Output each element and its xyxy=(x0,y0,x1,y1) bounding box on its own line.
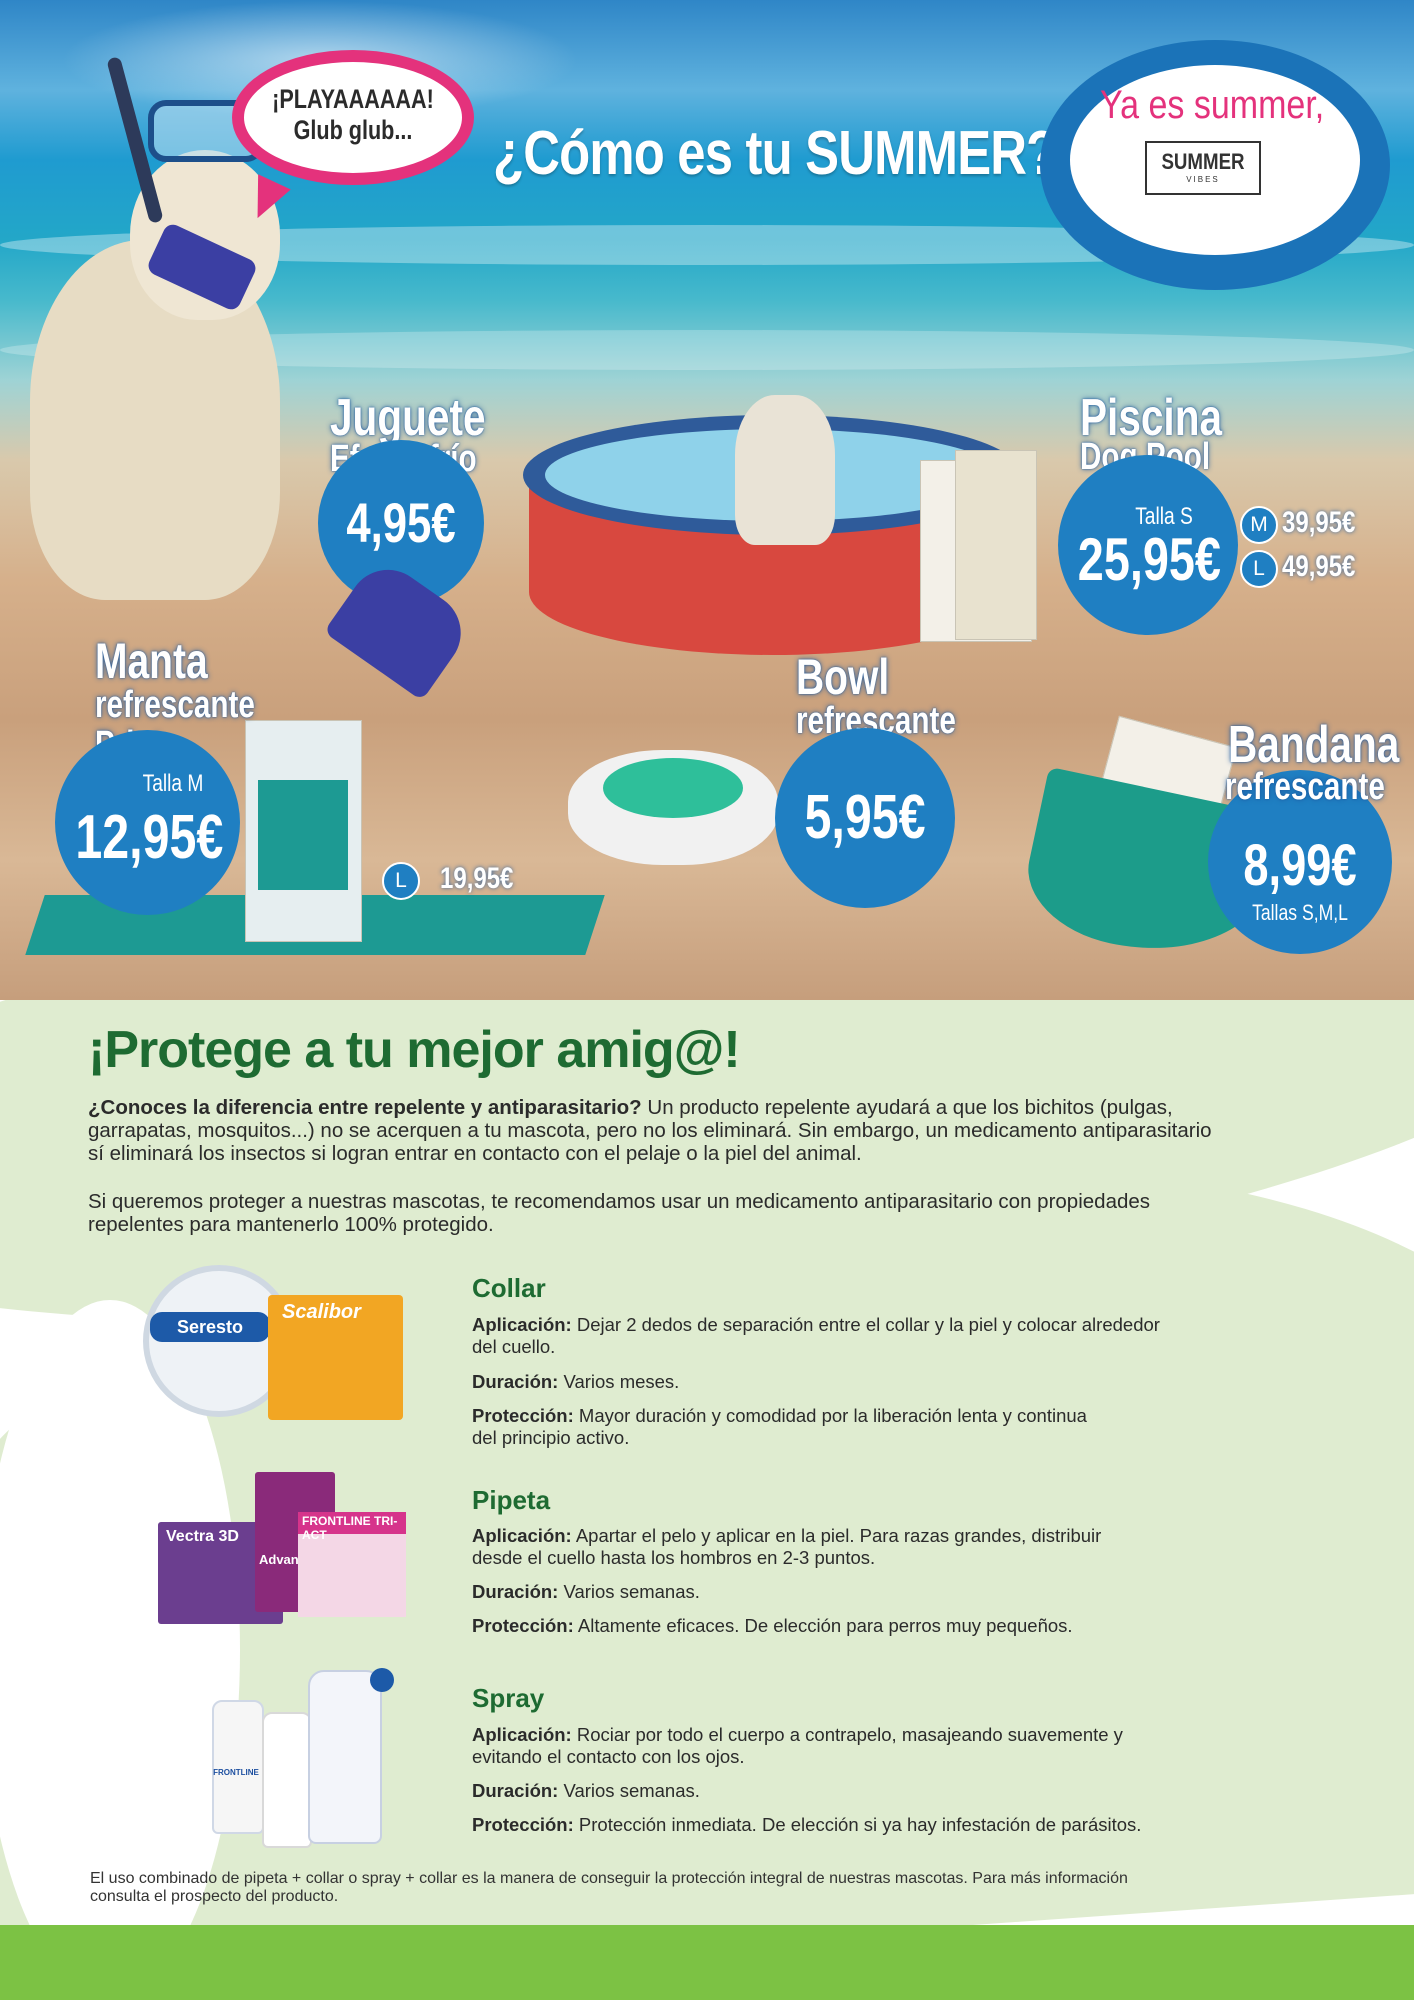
bottom-green-bar xyxy=(0,1925,1414,2000)
collar-protection: Protección: Mayor duración y comodidad p… xyxy=(472,1405,1087,1448)
cooling-mat-print xyxy=(258,780,348,890)
summer-vibes-logo: SUMMER VIBES xyxy=(1145,141,1261,195)
bandana-subtitle: refrescante xyxy=(1225,766,1385,808)
piscina-name: Piscina xyxy=(1080,389,1223,447)
bandana-price: 8,99€ xyxy=(1243,833,1357,898)
frontline-triact-box-image: FRONTLINE TRI-ACT xyxy=(298,1512,406,1617)
speech-bubble: ¡PLAYAAAAAA! Glub glub... xyxy=(232,50,474,185)
juguete-name: Juguete xyxy=(330,389,486,447)
pipeta-application: Aplicación: Apartar el pelo y aplicar en… xyxy=(472,1525,1102,1568)
piscina-price-l: 49,95€ xyxy=(1282,550,1356,583)
spray-trigger-nozzle xyxy=(370,1668,394,1692)
frontline-spray-bottle-image: FRONTLINE xyxy=(212,1700,264,1834)
intro-question: ¿Conoces la diferencia entre repelente y… xyxy=(88,1096,642,1119)
scalibor-box-image: Scalibor xyxy=(268,1295,403,1420)
pool-box-side xyxy=(955,450,1037,640)
jack-russell-image xyxy=(735,395,835,545)
piscina-size-label: Talla S xyxy=(1135,503,1193,530)
piscina-price: 25,95€ xyxy=(1077,526,1221,593)
footnote: El uso combinado de pipeta + collar o sp… xyxy=(90,1870,1128,1905)
seresto-label: Seresto xyxy=(150,1312,270,1342)
manta-size-label: Talla M xyxy=(142,770,204,797)
bandana-name: Bandana xyxy=(1228,716,1400,774)
manta-price-badge: Talla M 12,95€ xyxy=(55,730,240,915)
manta-subtitle: refrescante xyxy=(95,684,255,726)
bandana-sizes: Tallas S,M,L xyxy=(1252,900,1348,925)
spray-duration: Duración: Varios semanas. xyxy=(472,1780,700,1801)
bowl-price: 5,95€ xyxy=(804,783,926,852)
summer-badge: Ya es summer, SUMMER VIBES xyxy=(1070,65,1360,255)
pipeta-title: Pipeta xyxy=(472,1485,551,1515)
spray-title: Spray xyxy=(472,1683,545,1713)
spray-application: Aplicación: Rociar por todo el cuerpo a … xyxy=(472,1724,1123,1767)
spray-trigger-bottle-image xyxy=(308,1670,382,1844)
piscina-price-badge: Talla S 25,95€ xyxy=(1058,455,1238,635)
page-title: ¿Cómo es tu SUMMER? xyxy=(493,119,1057,188)
vectra-label: Vectra 3D xyxy=(166,1528,239,1545)
collar-title: Collar xyxy=(472,1273,546,1303)
spray-protection: Protección: Protección inmediata. De ele… xyxy=(472,1814,1142,1835)
spray-bottle-2-image xyxy=(262,1712,312,1848)
piscina-size-l-dot: L xyxy=(1240,550,1278,588)
manta-price-l: 19,95€ xyxy=(440,862,514,895)
bubble-line-2: Glub glub... xyxy=(293,115,413,145)
intro-paragraph: ¿Conoces la diferencia entre repelente y… xyxy=(88,1096,1212,1165)
bandana-price-badge: 8,99€ Tallas S,M,L xyxy=(1208,770,1392,954)
cooling-bowl-image xyxy=(568,730,778,870)
manta-name: Manta xyxy=(95,633,208,689)
summer-hero-banner: ¡PLAYAAAAAA! Glub glub... ¿Cómo es tu SU… xyxy=(0,0,1414,1000)
manta-size-l-dot: L xyxy=(382,862,420,900)
manta-price: 12,95€ xyxy=(75,803,224,872)
recommendation-paragraph: Si queremos proteger a nuestras mascotas… xyxy=(88,1190,1151,1236)
bowl-name: Bowl xyxy=(796,649,890,705)
piscina-price-m: 39,95€ xyxy=(1282,506,1356,539)
collar-application: Aplicación: Dejar 2 dedos de separación … xyxy=(472,1314,1160,1357)
protect-heading: ¡Protege a tu mejor amig@! xyxy=(88,1021,741,1079)
frontline-spray-label: FRONTLINE xyxy=(213,1768,259,1777)
scalibor-label: Scalibor xyxy=(282,1301,361,1323)
pipeta-protection: Protección: Altamente eficaces. De elecc… xyxy=(472,1615,1073,1636)
summer-tagline: Ya es summer, xyxy=(1100,83,1325,127)
frontline-triact-label: FRONTLINE TRI-ACT xyxy=(302,1514,398,1542)
juguete-price: 4,95€ xyxy=(346,491,456,554)
bowl-price-badge: 5,95€ xyxy=(775,728,955,908)
bubble-line-1: ¡PLAYAAAAAA! xyxy=(272,84,434,114)
collar-duration: Duración: Varios meses. xyxy=(472,1371,680,1392)
piscina-size-m-dot: M xyxy=(1240,506,1278,544)
pipeta-duration: Duración: Varios semanas. xyxy=(472,1581,700,1602)
